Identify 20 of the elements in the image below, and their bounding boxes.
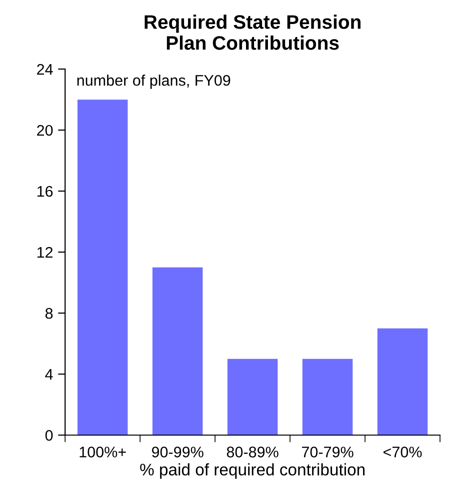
chart-title: Required State Pension Plan Contributions bbox=[144, 14, 360, 50]
y-tick-label: 16 bbox=[37, 186, 53, 197]
bar bbox=[302, 358, 353, 436]
x-tick-label: 70-79% bbox=[302, 446, 354, 458]
y-tick-label: 8 bbox=[45, 308, 53, 319]
bar bbox=[77, 100, 128, 436]
y-tick-label: 20 bbox=[37, 124, 53, 136]
x-tick-label: 90-99% bbox=[152, 446, 204, 458]
y-tick-label: 12 bbox=[37, 246, 53, 258]
x-tick-label: 80-89% bbox=[226, 446, 278, 458]
bar bbox=[377, 328, 428, 436]
x-tick-label: 100%+ bbox=[80, 446, 126, 458]
y-tick-label: 4 bbox=[45, 369, 53, 380]
bar bbox=[227, 358, 278, 436]
x-axis-title: % paid of required contribution bbox=[140, 463, 365, 479]
y-tick-label: 24 bbox=[37, 64, 53, 75]
x-tick-label: <70% bbox=[384, 446, 422, 458]
bar bbox=[152, 267, 203, 436]
y-tick-label: 0 bbox=[45, 430, 53, 441]
annotation: number of plans, FY09 bbox=[77, 74, 230, 89]
